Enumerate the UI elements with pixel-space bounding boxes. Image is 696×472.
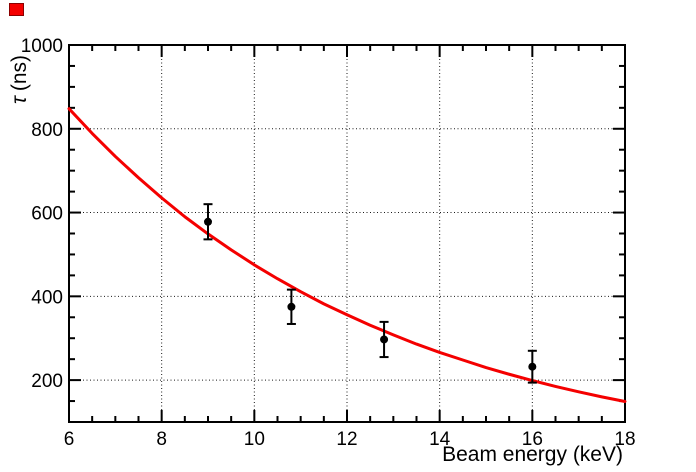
x-tick-label: 8	[156, 429, 167, 450]
data-point	[204, 217, 212, 226]
data-point	[528, 362, 537, 371]
x-tick-label: 18	[614, 429, 635, 450]
x-tick-label: 10	[244, 429, 265, 450]
y-axis-title: τ (ns)	[8, 55, 31, 104]
chart-layers: 6 8 10 12 14 16 18 200 400 600 800 1000	[21, 36, 636, 450]
red-square-marker	[9, 3, 24, 16]
y-tick-label: 1000	[21, 36, 63, 57]
plot-frame	[68, 44, 626, 423]
y-tick-label: 400	[31, 287, 63, 308]
y-tick-label: 200	[31, 371, 63, 392]
x-tick-label: 6	[64, 429, 75, 450]
data-point	[380, 335, 389, 344]
x-tick-label: 14	[429, 429, 451, 450]
x-axis-title: Beam energy (keV)	[442, 443, 623, 466]
x-tick-label: 16	[522, 429, 543, 450]
x-tick-label: 12	[336, 429, 357, 450]
y-tick-label: 800	[31, 120, 63, 141]
data-point	[287, 302, 296, 311]
y-tick-label: 600	[31, 204, 63, 225]
tau-symbol: τ	[8, 95, 31, 104]
y-axis-units: (ns)	[8, 55, 31, 91]
